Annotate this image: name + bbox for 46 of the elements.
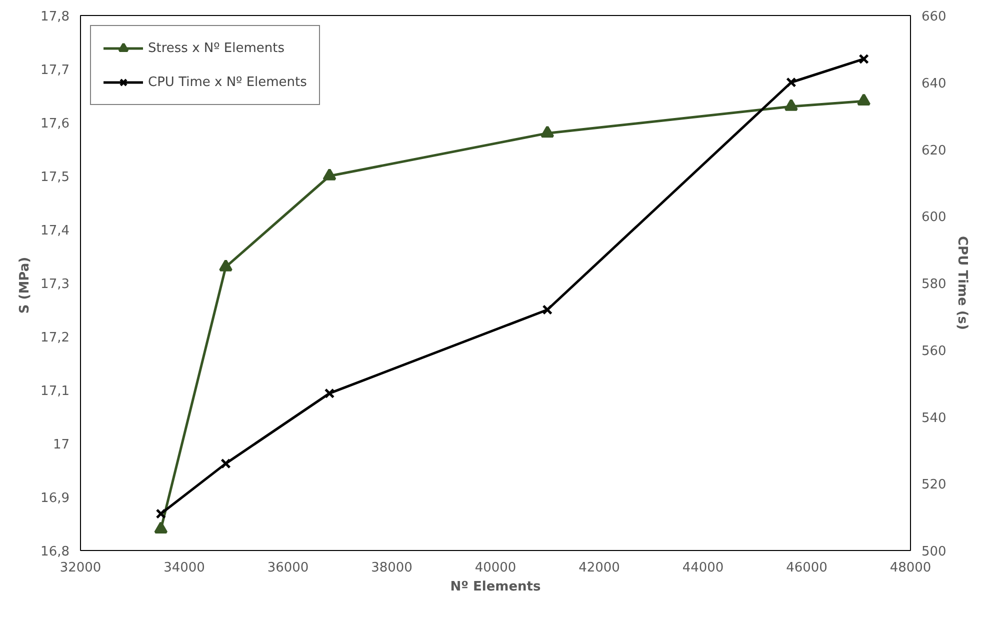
y2-tick-label: 620 (922, 143, 946, 158)
point (154, 522, 168, 534)
x-tick-label: 42000 (578, 560, 620, 576)
y2-tick-label: 580 (922, 277, 946, 292)
x-tick-label: 40000 (474, 560, 516, 576)
point (324, 388, 335, 398)
point (786, 77, 796, 88)
x-tick-label: 48000 (890, 560, 932, 576)
y-axis-title: S (MPa) (18, 256, 33, 314)
y-tick-label: 17,5 (40, 170, 70, 185)
x-tick-label: 34000 (164, 560, 205, 576)
point (156, 508, 166, 519)
y2-tick-label: 640 (922, 76, 946, 92)
legend-label: Stress x Nº Elements (148, 40, 284, 56)
point (784, 98, 798, 111)
y-tick-label: 16,9 (40, 491, 70, 506)
y2-tick-label: 600 (922, 210, 946, 226)
point (857, 94, 871, 106)
x-tick-label: 32000 (60, 560, 102, 576)
point (322, 168, 336, 180)
point (858, 54, 869, 64)
y-tick-label: 17,2 (40, 330, 70, 346)
point (220, 458, 231, 469)
y-tick-label: 17,3 (40, 277, 70, 292)
y2-tick-label: 660 (922, 10, 946, 24)
y-tick-label: 17,1 (40, 384, 70, 399)
legend-label: CPU Time x Nº Elements (148, 74, 307, 90)
y-tick-label: 16,8 (40, 544, 70, 560)
y2-axis-title: CPU Time (s) (954, 236, 970, 330)
y-tick-label: 17,6 (40, 116, 70, 132)
y-tick-label: 17,7 (40, 63, 70, 78)
y2-tick-label: 500 (922, 544, 946, 560)
y2-tick-label: 520 (922, 478, 946, 493)
y2-tick-label: 560 (922, 344, 946, 359)
x-axis-title: Nº Elements (450, 580, 541, 594)
y2-tick-label: 540 (922, 410, 946, 426)
x-tick-label: 38000 (371, 560, 412, 576)
x-tick-label: 46000 (786, 560, 828, 576)
y-tick-label: 17,8 (40, 10, 70, 24)
x-tick-label: 44000 (682, 560, 724, 576)
point (540, 126, 554, 138)
point (542, 304, 553, 315)
y-tick-label: 17 (52, 438, 70, 452)
x-tick-label: 36000 (267, 560, 309, 576)
y-tick-label: 17,4 (40, 224, 70, 238)
point (219, 259, 232, 272)
